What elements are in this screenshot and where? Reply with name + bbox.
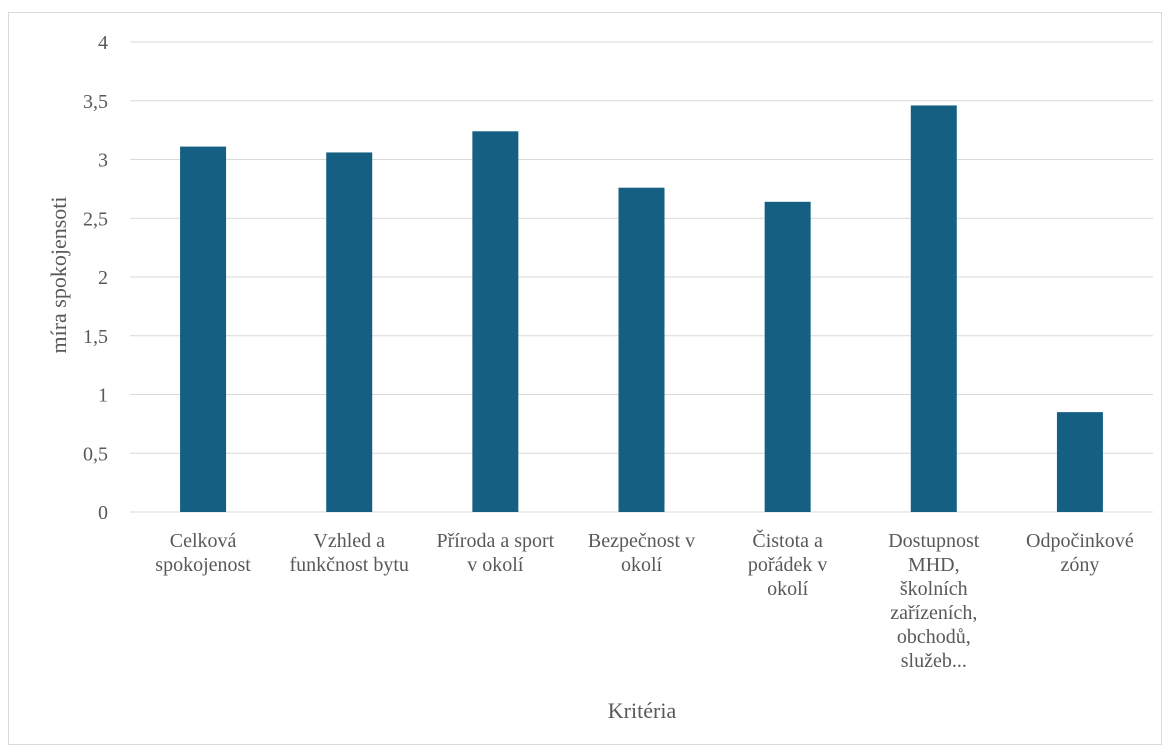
x-category-label: Čistota a pořádek v okolí	[748, 528, 827, 600]
y-tick-label: 3	[98, 150, 108, 172]
x-category-label: Bezpečnost v okolí	[588, 530, 695, 576]
x-axis-categories: Celková spokojenost Vzhled a funkčnost bytu…	[155, 528, 1134, 672]
bar	[326, 152, 373, 512]
x-category-label: Celková spokojenost	[155, 530, 251, 576]
bars	[180, 105, 1103, 513]
y-axis-ticks: 0 0,5 1 1,5 2 2,5 3 3,5 4	[83, 32, 108, 524]
y-tick-label: 2	[98, 267, 108, 289]
y-axis-title: míra spokojensoti	[46, 196, 71, 353]
y-tick-label: 1	[98, 385, 108, 407]
y-tick-label: 3,5	[83, 91, 108, 113]
x-category-label: Dostupnost MHD, školních zařízeních, obchodů…	[888, 530, 980, 672]
y-tick-label: 0	[98, 502, 108, 524]
bar	[764, 201, 811, 513]
bar	[618, 187, 665, 512]
x-category-label: Příroda a sport v okolí	[436, 530, 554, 576]
x-category-label: Odpočinkové zóny	[1026, 530, 1134, 576]
y-tick-label: 0,5	[83, 443, 108, 465]
x-category-label: Vzhled a funkčnost bytu	[289, 530, 408, 576]
y-tick-label: 2,5	[83, 208, 108, 230]
bar	[472, 131, 519, 513]
bar	[1056, 412, 1103, 512]
y-tick-label: 1,5	[83, 326, 108, 348]
bar	[180, 146, 227, 512]
bar	[910, 105, 957, 512]
y-tick-label: 4	[98, 32, 108, 54]
x-axis-title: Kritéria	[608, 698, 677, 723]
